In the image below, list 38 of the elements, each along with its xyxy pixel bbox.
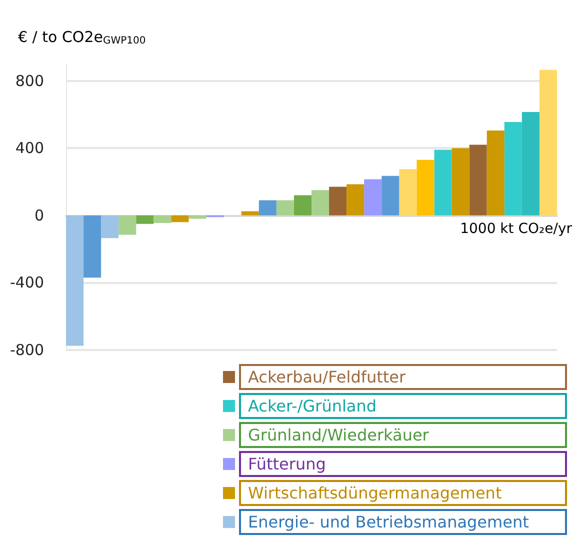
bar [276, 200, 294, 216]
bar [399, 169, 417, 216]
legend-label: Grünland/Wiederkäuer [248, 426, 430, 444]
bar [118, 215, 136, 235]
legend-label: Wirtschaftsdüngermanagement [248, 484, 502, 502]
bar [522, 112, 540, 216]
bar [84, 215, 102, 278]
legend-label: Energie- und Betriebsmanagement [248, 512, 529, 532]
bar [539, 70, 557, 216]
bar [241, 211, 259, 216]
bar [258, 200, 276, 216]
bar [452, 148, 470, 216]
bar [101, 215, 119, 238]
bar [416, 160, 434, 216]
bar [188, 215, 206, 219]
annotation: 1000 kt CO₂e/yr [460, 221, 572, 237]
bar [66, 215, 84, 346]
y-tick-label: 400 [15, 139, 44, 158]
y-tick-label: 800 [15, 72, 44, 90]
bar [329, 186, 347, 216]
bar [136, 215, 154, 224]
bar [294, 195, 312, 216]
bar [504, 122, 522, 216]
bar [469, 144, 487, 216]
bar [434, 150, 452, 216]
bar [486, 130, 504, 216]
legend-label: Ackerbau/Feldfutter [248, 368, 406, 386]
bar [312, 190, 330, 216]
legend-label: Fütterung [248, 454, 326, 474]
bar [171, 215, 189, 222]
bar [154, 215, 172, 223]
bar [346, 184, 364, 216]
legend-label: Acker-/Grünland [248, 396, 377, 416]
y-tick-label: 0 [34, 206, 44, 224]
bar [364, 179, 382, 216]
y-tick-label: -400 [10, 274, 44, 292]
bar [382, 176, 400, 216]
y-tick-label: -800 [10, 341, 44, 359]
